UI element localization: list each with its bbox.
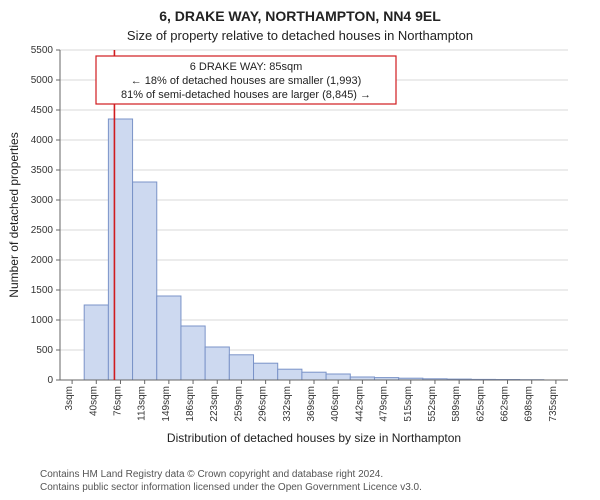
histogram-bar bbox=[157, 296, 181, 380]
svg-text:5000: 5000 bbox=[31, 75, 54, 86]
y-axis-label: Number of detached properties bbox=[7, 132, 21, 297]
histogram-bar bbox=[108, 119, 132, 380]
x-tick-label: 186sqm bbox=[185, 386, 196, 422]
svg-text:4500: 4500 bbox=[31, 105, 54, 116]
footer-attribution: Contains HM Land Registry data © Crown c… bbox=[40, 468, 422, 494]
x-tick-label: 442sqm bbox=[354, 386, 365, 422]
svg-text:3500: 3500 bbox=[31, 165, 54, 176]
histogram-bar bbox=[133, 182, 157, 380]
x-tick-label: 3sqm bbox=[64, 386, 75, 410]
x-tick-label: 223sqm bbox=[209, 386, 220, 422]
histogram-bar bbox=[205, 347, 229, 380]
svg-text:2500: 2500 bbox=[31, 225, 54, 236]
x-tick-label: 259sqm bbox=[233, 386, 244, 422]
x-tick-label: 479sqm bbox=[379, 386, 390, 422]
x-tick-label: 40sqm bbox=[88, 386, 99, 416]
histogram-bar bbox=[229, 355, 253, 380]
x-tick-label: 332sqm bbox=[282, 386, 293, 422]
svg-text:5500: 5500 bbox=[31, 45, 54, 56]
x-tick-label: 625sqm bbox=[475, 386, 486, 422]
histogram-bar bbox=[278, 369, 302, 380]
x-tick-label: 296sqm bbox=[258, 386, 269, 422]
x-tick-label: 662sqm bbox=[500, 386, 511, 422]
svg-text:2000: 2000 bbox=[31, 255, 54, 266]
histogram-bar bbox=[84, 305, 108, 380]
svg-text:1500: 1500 bbox=[31, 285, 54, 296]
x-axis-label: Distribution of detached houses by size … bbox=[167, 431, 461, 445]
footer-line-2: Contains public sector information licen… bbox=[40, 481, 422, 494]
svg-text:500: 500 bbox=[36, 345, 53, 356]
x-tick-label: 406sqm bbox=[330, 386, 341, 422]
x-tick-label: 76sqm bbox=[112, 386, 123, 416]
x-tick-label: 552sqm bbox=[427, 386, 438, 422]
x-tick-label: 113sqm bbox=[137, 386, 148, 421]
annotation-line: 6 DRAKE WAY: 85sqm bbox=[190, 61, 302, 73]
histogram-bar bbox=[302, 372, 326, 380]
x-tick-label: 369sqm bbox=[306, 386, 317, 422]
histogram-chart: 0 500 1000 1500 2000 2500 3000 3500 4000 4500 5000… bbox=[0, 0, 600, 500]
histogram-bar bbox=[181, 326, 205, 380]
svg-text:0: 0 bbox=[47, 375, 53, 386]
histogram-bar bbox=[326, 374, 350, 380]
annotation-line: ← 18% of detached houses are smaller (1,… bbox=[131, 75, 362, 87]
x-tick-label: 735sqm bbox=[548, 386, 559, 422]
histogram-bar bbox=[254, 363, 278, 380]
x-tick-label: 698sqm bbox=[524, 386, 535, 422]
svg-text:3000: 3000 bbox=[31, 195, 54, 206]
x-tick-label: 515sqm bbox=[403, 386, 414, 422]
annotation-line: 81% of semi-detached houses are larger (… bbox=[121, 89, 371, 101]
footer-line-1: Contains HM Land Registry data © Crown c… bbox=[40, 468, 422, 481]
x-tick-label: 149sqm bbox=[161, 386, 172, 422]
svg-text:1000: 1000 bbox=[31, 315, 54, 326]
svg-text:4000: 4000 bbox=[31, 135, 54, 146]
x-tick-label: 589sqm bbox=[451, 386, 462, 422]
